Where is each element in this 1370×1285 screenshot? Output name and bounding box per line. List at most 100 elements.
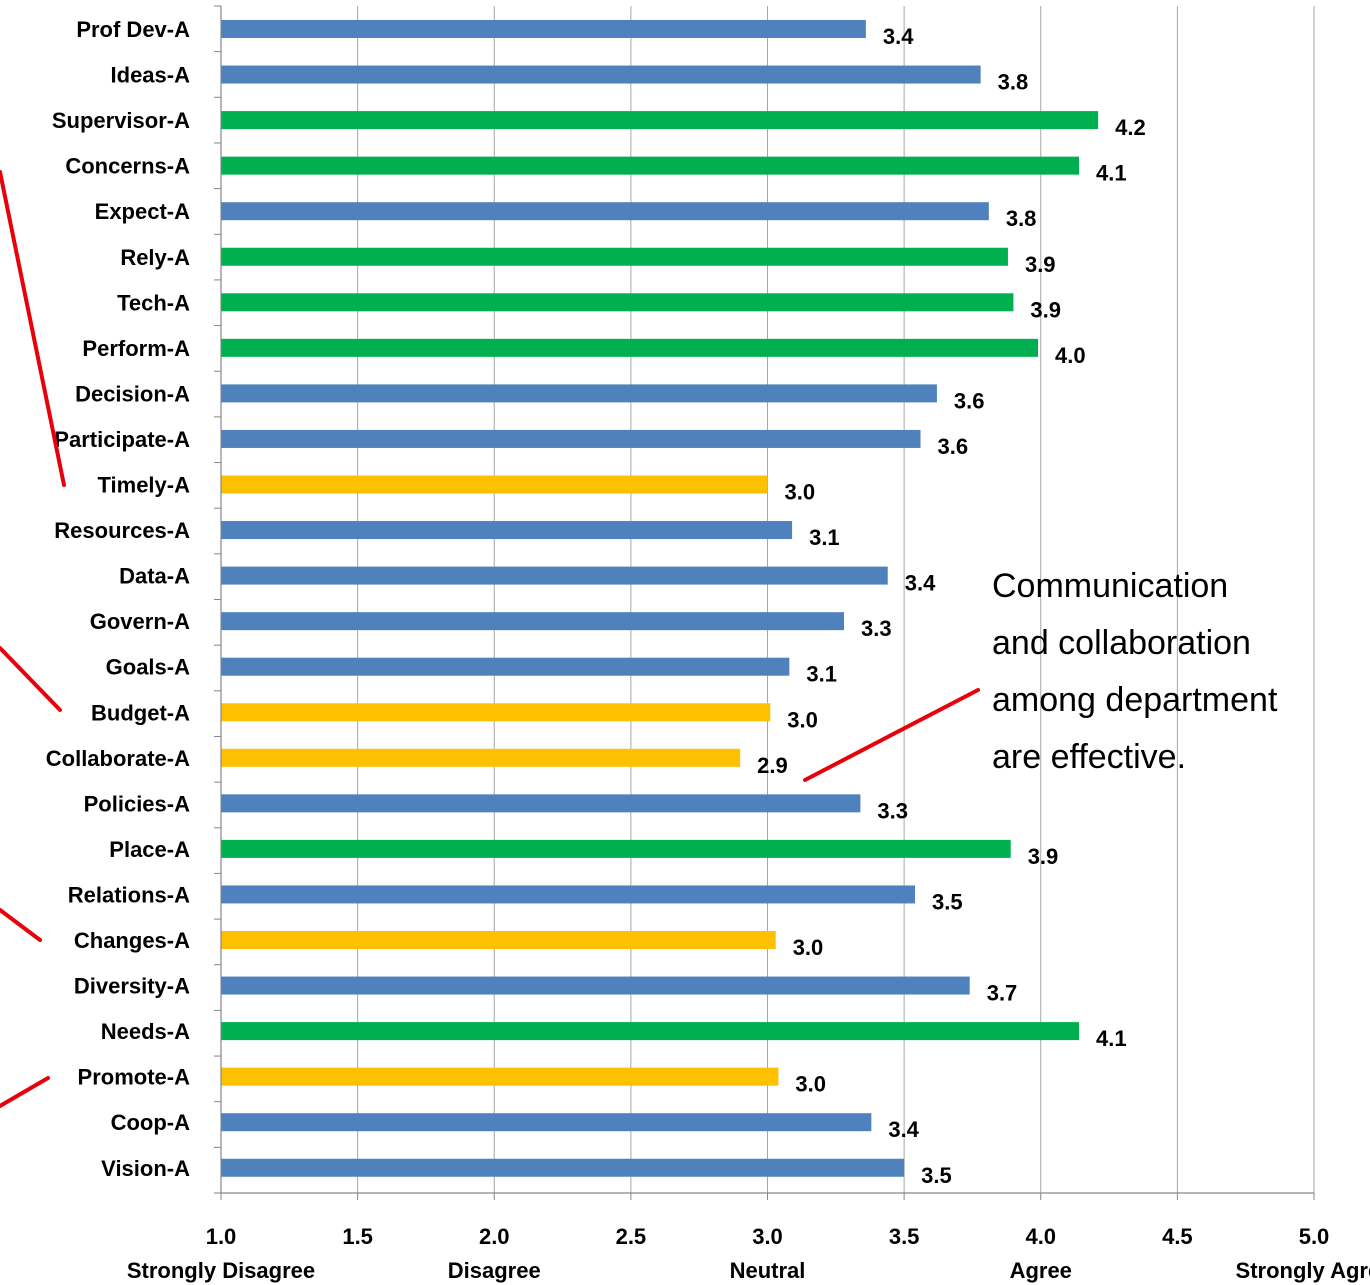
value-label: 3.1 <box>809 525 840 550</box>
value-label: 3.9 <box>1030 297 1061 322</box>
value-label: 4.0 <box>1055 343 1086 368</box>
value-label: 3.6 <box>938 434 969 459</box>
bars <box>221 20 1099 1177</box>
value-label: 3.9 <box>1028 844 1059 869</box>
leader-line <box>0 646 62 712</box>
bar <box>221 794 861 813</box>
leader-line <box>0 908 42 942</box>
bar <box>221 202 989 221</box>
bar <box>221 612 845 631</box>
value-label: 3.5 <box>921 1163 952 1188</box>
category-label: Budget-A <box>91 700 190 725</box>
category-label: Resources-A <box>54 518 190 543</box>
bar <box>221 111 1099 130</box>
category-label: Promote-A <box>78 1065 191 1090</box>
value-label: 4.1 <box>1096 1026 1127 1051</box>
x-tick-label: 4.0 <box>1025 1224 1056 1249</box>
category-label: Prof Dev-A <box>76 17 190 42</box>
value-label: 2.9 <box>757 753 788 778</box>
leader-line <box>0 1076 50 1108</box>
x-tick-label: 2.0 <box>479 1224 510 1249</box>
annotation-line: among department <box>992 681 1278 719</box>
bar <box>221 885 916 904</box>
category-label: Place-A <box>109 837 190 862</box>
category-label: Rely-A <box>120 245 190 270</box>
category-label: Relations-A <box>68 882 190 907</box>
bar <box>221 65 981 84</box>
value-label: 4.1 <box>1096 161 1127 186</box>
x-scale-label: Disagree <box>448 1258 541 1283</box>
axes <box>214 5 1315 1200</box>
category-label: Needs-A <box>101 1019 190 1044</box>
bar <box>221 338 1039 357</box>
bar <box>221 1158 905 1177</box>
category-label: Ideas-A <box>111 63 191 88</box>
bar <box>221 475 768 494</box>
value-label: 3.3 <box>861 616 892 641</box>
bar <box>221 1113 872 1132</box>
category-label: Tech-A <box>117 290 190 315</box>
category-label: Expect-A <box>95 199 190 224</box>
x-scale-label: Neutral <box>730 1258 806 1283</box>
annotation-line: and collaboration <box>992 624 1251 662</box>
annotation-line: are effective. <box>992 738 1186 776</box>
bar <box>221 384 937 403</box>
value-label: 3.5 <box>932 889 963 914</box>
bar <box>221 521 793 540</box>
value-label: 3.0 <box>785 480 816 505</box>
leader-line <box>803 688 980 782</box>
value-label: 3.7 <box>987 981 1018 1006</box>
bar <box>221 976 970 995</box>
x-scale-label: Strongly Disagree <box>127 1258 315 1283</box>
leader-line <box>0 170 66 487</box>
category-label: Timely-A <box>97 473 190 498</box>
value-label: 3.4 <box>888 1117 919 1142</box>
value-label: 3.4 <box>883 24 914 49</box>
x-tick-label: 4.5 <box>1162 1224 1193 1249</box>
category-label: Diversity-A <box>74 974 190 999</box>
value-label: 3.1 <box>806 662 837 687</box>
annotation: Communication and collaboration among depa… <box>992 567 1278 776</box>
category-label: Coop-A <box>111 1110 191 1135</box>
category-label: Goals-A <box>106 655 190 680</box>
value-label: 3.6 <box>954 388 985 413</box>
bar <box>221 703 771 722</box>
category-label: Decision-A <box>75 381 190 406</box>
value-label: 3.4 <box>905 571 936 596</box>
category-label: Perform-A <box>82 336 190 361</box>
value-label: 3.0 <box>795 1072 826 1097</box>
leader-lines <box>0 170 980 1108</box>
x-tick-label: 2.5 <box>616 1224 647 1249</box>
category-label: Supervisor-A <box>52 108 190 133</box>
category-label: Vision-A <box>101 1156 190 1181</box>
value-label: 3.0 <box>787 707 818 732</box>
x-tick-label: 5.0 <box>1299 1224 1330 1249</box>
value-label: 4.2 <box>1115 115 1146 140</box>
value-label: 3.8 <box>998 70 1029 95</box>
category-label: Govern-A <box>90 609 190 634</box>
x-tick-label: 1.0 <box>206 1224 237 1249</box>
category-labels: Prof Dev-A Ideas-A Supervisor-A Concerns-A E… <box>46 17 190 1181</box>
bar <box>221 293 1014 312</box>
bar <box>221 1022 1080 1041</box>
category-label: Collaborate-A <box>46 746 190 771</box>
bar <box>221 748 741 767</box>
value-labels: 3.43.84.24.13.83.93.94.03.63.63.03.13.43… <box>757 24 1146 1188</box>
bar <box>221 839 1011 858</box>
value-label: 3.8 <box>1006 206 1037 231</box>
x-scale-label: Strongly Agree <box>1236 1258 1370 1283</box>
category-label: Concerns-A <box>65 154 190 179</box>
bar <box>221 20 866 38</box>
x-tick-labels: 1.0 1.5 2.0 2.5 3.0 3.5 4.0 4.5 5.0 Strongly Disa… <box>127 1224 1370 1283</box>
bar <box>221 247 1008 266</box>
annotation-line: Communication <box>992 567 1228 605</box>
value-label: 3.3 <box>877 798 908 823</box>
x-tick-label: 3.0 <box>752 1224 783 1249</box>
bar <box>221 566 888 585</box>
category-label: Participate-A <box>54 427 190 452</box>
value-label: 3.0 <box>793 935 824 960</box>
category-label: Data-A <box>119 564 190 589</box>
bar <box>221 156 1080 175</box>
bar <box>221 657 790 676</box>
